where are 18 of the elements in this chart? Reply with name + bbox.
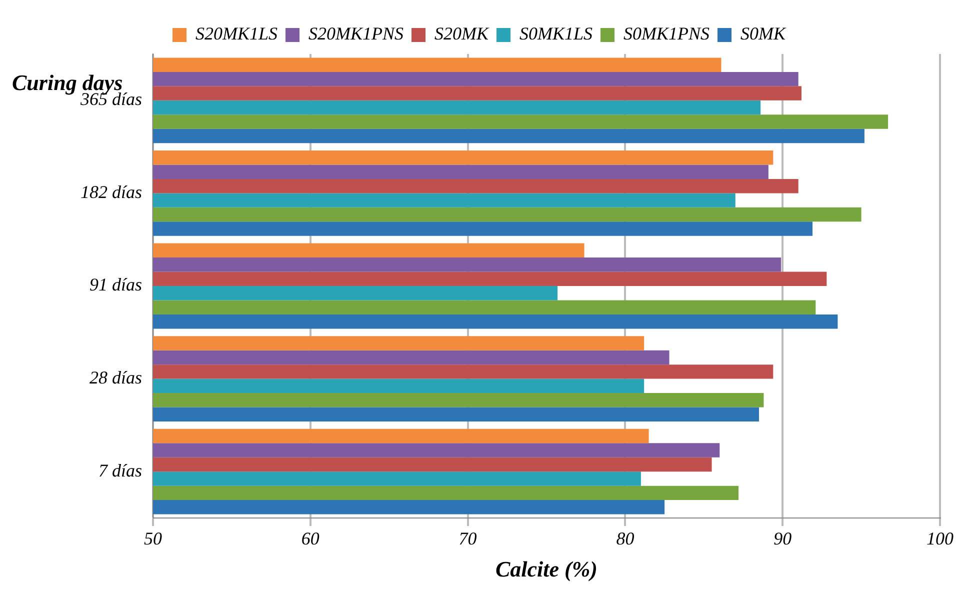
x-tick-label: 50 [144, 528, 162, 549]
legend-label: S0MK [740, 24, 787, 44]
y-tick-label: 7 días [98, 460, 142, 480]
legend-label: S0MK1LS [520, 24, 593, 44]
y-tick-label: 28 días [89, 368, 142, 388]
x-axis-title: Calcite (%) [495, 556, 598, 582]
x-tick-label: 100 [926, 528, 954, 549]
legend-label: S20MK1PNS [308, 24, 404, 44]
x-tick-label: 60 [301, 528, 320, 549]
x-tick-label: 80 [616, 528, 634, 549]
x-tick-label: 70 [458, 528, 477, 549]
legend-label: S20MK1LS [195, 24, 278, 44]
x-tick-label: 90 [774, 528, 792, 549]
y-tick-label: 182 días [80, 182, 142, 202]
legend-label: S0MK1PNS [624, 24, 710, 44]
y-tick-label: 91 días [89, 274, 142, 295]
legend-label: S20MK [434, 24, 490, 44]
y-axis-title: Curing days [12, 70, 123, 95]
